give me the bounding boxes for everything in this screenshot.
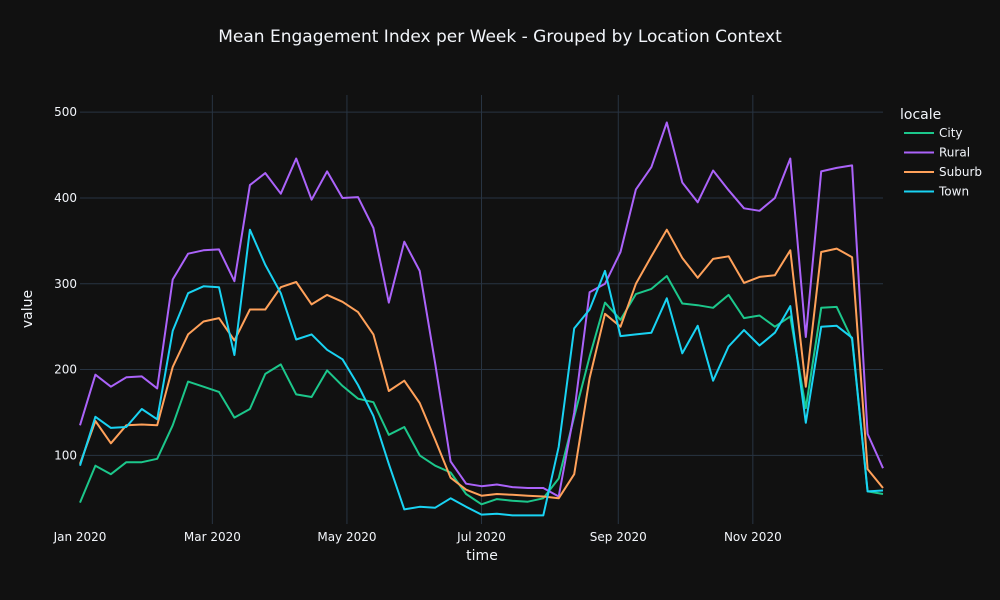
legend-title: locale (900, 107, 941, 123)
legend[interactable]: locale City Rural Suburb Town (900, 107, 982, 199)
y-tick-label: 400 (54, 191, 77, 205)
legend-item-town[interactable]: Town (904, 185, 969, 199)
legend-label: Rural (939, 146, 970, 160)
y-tick-label: 300 (54, 277, 77, 291)
x-axis-label: time (466, 548, 498, 564)
series-line-rural[interactable] (79, 121, 884, 498)
legend-item-city[interactable]: City (904, 126, 963, 140)
x-tick-label: Jan 2020 (53, 530, 107, 544)
legend-label: Town (938, 185, 969, 199)
y-tick-label: 100 (54, 448, 77, 462)
series-line-city[interactable] (79, 275, 884, 506)
x-tick-label: Mar 2020 (184, 530, 241, 544)
chart-title: Mean Engagement Index per Week - Grouped… (218, 27, 782, 47)
grid-lines (80, 95, 883, 524)
legend-label: Suburb (939, 165, 982, 179)
axis-tick-labels: 100 200 300 400 500 Jan 2020 Mar 2020 May 2020 J… (53, 105, 782, 544)
series-lines[interactable] (79, 121, 884, 517)
x-tick-label: May 2020 (317, 530, 376, 544)
x-tick-label: Sep 2020 (590, 530, 647, 544)
legend-item-rural[interactable]: Rural (904, 146, 970, 160)
series-line-town[interactable] (79, 228, 884, 517)
legend-label: City (939, 126, 963, 140)
x-tick-label: Nov 2020 (724, 530, 782, 544)
y-tick-label: 500 (54, 105, 77, 119)
series-line-suburb[interactable] (79, 228, 884, 500)
x-tick-label: Jul 2020 (456, 530, 506, 544)
legend-item-suburb[interactable]: Suburb (904, 165, 982, 179)
y-axis-label: value (20, 290, 36, 328)
y-tick-label: 200 (54, 363, 77, 377)
